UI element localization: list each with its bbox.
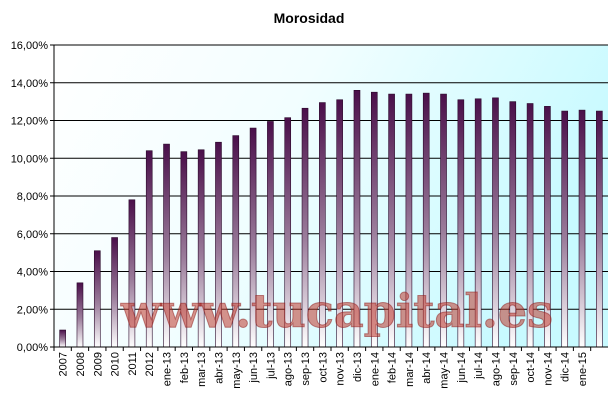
x-tick-label: dic-13: [352, 352, 364, 382]
y-tick-label: 2,00%: [17, 304, 48, 316]
x-tick-label: feb-13: [179, 352, 191, 383]
bar-2007: [59, 329, 66, 348]
y-tick-label: 4,00%: [17, 267, 48, 279]
x-tick-label: ene-13: [162, 352, 174, 386]
y-axis-ticks: 0,00% 2,00% 4,00% 6,00% 8,00% 10,00% 12,00% 14,…: [11, 40, 54, 354]
bar-2008: [76, 282, 84, 348]
y-tick-label: 12,00%: [11, 116, 49, 128]
x-tick-label: nov-13: [335, 352, 347, 386]
bar-feb-15: [596, 110, 603, 348]
x-tick-label: abr-13: [213, 352, 225, 384]
y-tick-label: 8,00%: [17, 191, 48, 203]
x-tick-label: oct-13: [317, 352, 329, 383]
x-tick-label: abr-14: [421, 352, 433, 384]
x-tick-label: sep-13: [300, 352, 312, 386]
x-tick-label: jun-14: [456, 352, 468, 384]
x-tick-label: dic-14: [560, 352, 572, 382]
x-tick-label: mar-13: [196, 352, 208, 387]
x-tick-label: 2009: [92, 352, 104, 376]
y-tick-label: 14,00%: [11, 78, 49, 90]
x-tick-label: jun-13: [248, 352, 260, 384]
bar-2009: [93, 250, 101, 348]
bars: [59, 90, 603, 348]
x-tick-label: 2010: [110, 352, 122, 376]
watermark-logo: www.tucapital.es: [120, 284, 553, 338]
chart-title: Morosidad: [274, 10, 345, 26]
x-tick-label: jul-14: [473, 352, 485, 380]
x-tick-label: 2011: [127, 352, 139, 376]
x-tick-label: may-14: [439, 352, 451, 389]
y-tick-label: 0,00%: [17, 342, 48, 354]
x-tick-label: feb-14: [387, 352, 399, 383]
x-tick-label: oct-14: [525, 352, 537, 383]
x-tick-label: nov-14: [542, 352, 554, 386]
x-tick-label: mar-14: [404, 352, 416, 387]
x-tick-label: sep-14: [508, 352, 520, 386]
x-tick-label: ago-14: [490, 352, 502, 386]
y-tick-label: 10,00%: [11, 153, 49, 165]
y-tick-label: 6,00%: [17, 229, 48, 241]
x-tick-label: ago-13: [283, 352, 295, 386]
x-tick-label: ene-14: [369, 352, 381, 386]
x-tick-label: ene-15: [577, 352, 589, 386]
y-tick-label: 16,00%: [11, 40, 49, 52]
bar-dic-14: [561, 110, 569, 348]
bar-ene-15: [578, 109, 586, 348]
x-tick-label: 2012: [144, 352, 156, 376]
x-tick-label: 2007: [58, 352, 70, 376]
bar-2010: [111, 237, 118, 348]
x-tick-label: 2008: [75, 352, 87, 376]
x-tick-label: may-13: [231, 352, 243, 389]
x-axis-ticks: 2007 2008 2009 2010 2011 2012 ene-13 feb-13 mar-…: [53, 347, 592, 389]
x-tick-label: jul-13: [265, 352, 277, 380]
